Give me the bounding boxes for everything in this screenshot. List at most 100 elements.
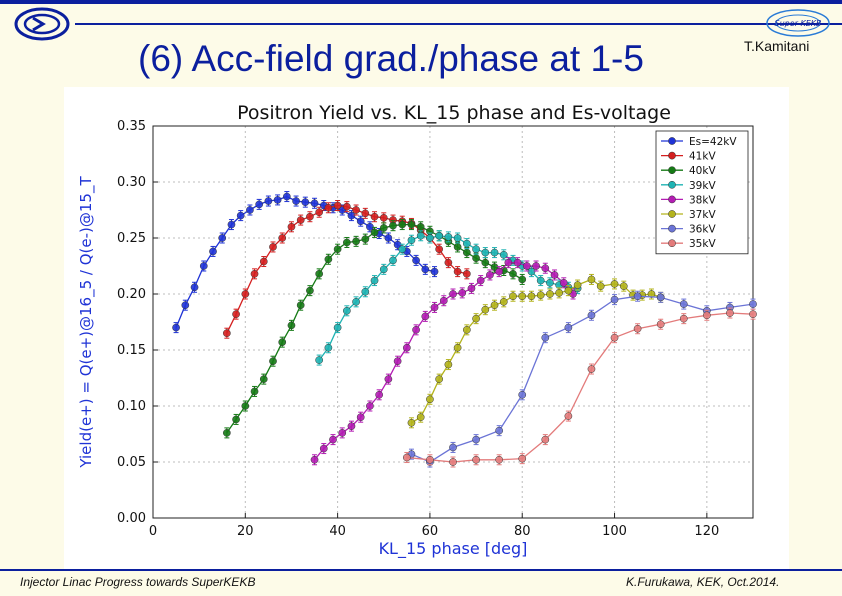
data-point [495, 455, 504, 464]
data-point [426, 395, 434, 404]
data-point [449, 458, 457, 466]
x-tick-label: 20 [237, 524, 254, 539]
data-point [393, 240, 402, 249]
data-point [444, 360, 453, 369]
data-point [342, 306, 351, 315]
data-point [546, 278, 554, 287]
data-point [361, 287, 370, 296]
data-point [324, 255, 333, 264]
data-point [536, 291, 545, 299]
data-point [379, 224, 388, 232]
data-point [467, 284, 476, 293]
data-point [439, 296, 448, 305]
data-point [462, 239, 471, 248]
data-point [499, 297, 508, 306]
data-point [278, 234, 287, 242]
data-point [462, 269, 471, 278]
series-40kv [222, 219, 527, 439]
data-point [541, 333, 550, 342]
data-point [315, 269, 324, 278]
data-point [379, 213, 388, 222]
series-line [313, 261, 574, 461]
kek-logo-icon [14, 7, 70, 41]
series-line [411, 295, 754, 463]
data-point [347, 211, 356, 220]
data-point [375, 390, 384, 399]
data-point [402, 453, 411, 462]
data-point [679, 314, 688, 323]
data-point [421, 312, 430, 321]
data-point [749, 300, 757, 308]
data-point [352, 297, 360, 306]
y-tick-label: 0.15 [117, 343, 146, 358]
x-tick-label: 100 [602, 524, 627, 539]
data-point [412, 325, 420, 334]
top-rule [0, 0, 842, 4]
data-point [366, 222, 374, 231]
legend-label: 38kV [689, 194, 716, 206]
data-point [259, 257, 268, 266]
data-point [472, 245, 480, 254]
data-point [209, 247, 217, 256]
data-point [232, 415, 240, 424]
data-point [333, 245, 342, 254]
data-point [476, 276, 485, 285]
data-point [333, 323, 342, 332]
data-point [541, 264, 550, 273]
data-point [541, 435, 550, 444]
data-point [610, 333, 619, 342]
legend-label: 35kV [689, 238, 716, 250]
data-point [518, 275, 527, 284]
data-point [555, 289, 564, 297]
data-point [435, 245, 444, 254]
legend-swatch-marker [668, 210, 676, 218]
series-line [411, 278, 661, 424]
data-point [222, 429, 231, 437]
data-point [366, 402, 374, 410]
data-point [490, 263, 499, 271]
data-point [269, 243, 277, 251]
data-point [522, 262, 531, 270]
data-point [495, 426, 504, 435]
data-point [273, 196, 282, 204]
data-point [236, 211, 245, 220]
data-point [324, 343, 333, 352]
data-point [232, 310, 240, 319]
data-point [315, 208, 324, 217]
data-point [190, 283, 199, 292]
data-point [338, 429, 347, 437]
data-point [596, 282, 605, 291]
data-point [633, 292, 642, 301]
data-point [241, 402, 250, 410]
legend: Es=42kV 41kV 40kV 39kV 38kV 37kV 36kV 35kV [655, 130, 749, 255]
data-point [227, 220, 236, 229]
data-point [398, 220, 407, 229]
data-point [481, 248, 490, 257]
data-point [481, 305, 490, 314]
data-point [444, 233, 453, 241]
data-point [416, 222, 425, 231]
data-point [610, 295, 619, 304]
data-point [361, 209, 370, 218]
data-point [573, 281, 582, 289]
yield-chart: Positron Yield vs. KL_15 phase and Es-vo… [77, 102, 757, 559]
legend-label: 39kV [689, 180, 716, 192]
data-point [490, 301, 499, 310]
data-point [172, 323, 180, 332]
data-point [319, 444, 328, 453]
data-point [564, 412, 573, 420]
data-point [587, 311, 596, 320]
data-point [453, 267, 462, 276]
data-point [370, 276, 379, 285]
chart-title: Positron Yield vs. KL_15 phase and Es-vo… [237, 102, 671, 124]
data-point [269, 357, 277, 366]
data-point [564, 286, 573, 295]
data-point [255, 200, 264, 209]
data-point [656, 293, 665, 302]
data-point [389, 256, 397, 265]
data-point [453, 234, 462, 242]
data-point [324, 203, 333, 212]
footer-left: Injector Linac Progress towards SuperKEK… [20, 575, 256, 589]
data-point [449, 443, 457, 452]
data-point [264, 197, 273, 205]
